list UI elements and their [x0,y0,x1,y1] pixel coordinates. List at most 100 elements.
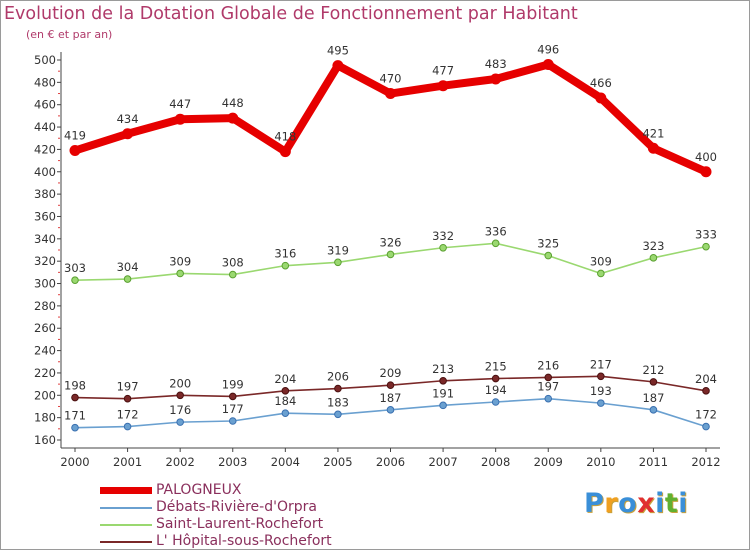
data-label: 495 [327,44,349,58]
data-point [649,254,658,262]
y-tick-label: 280 [34,299,56,313]
legend-label: L' Hôpital-sous-Rochefort [156,533,332,549]
y-tick-label: 300 [34,277,56,291]
data-label: 204 [695,372,717,386]
data-label: 400 [695,150,717,164]
legend-swatch-hopital [100,541,152,543]
y-tick-label: 440 [34,120,56,134]
data-label: 204 [274,372,296,386]
data-point [228,417,237,425]
data-point [228,270,237,279]
data-label: 336 [485,224,507,238]
data-point [439,376,447,385]
logo-letter: i [678,488,689,519]
data-point [595,92,607,104]
data-label: 209 [380,366,402,380]
data-point [228,392,237,401]
x-tick-label: 2007 [428,455,457,469]
data-label: 217 [590,357,612,371]
data-label: 323 [642,239,664,253]
legend-item-hopital: L' Hôpital-sous-Rochefort [100,533,400,550]
data-label: 309 [169,254,191,268]
y-tick-label: 500 [34,53,56,67]
data-point [491,374,500,383]
legend-swatch-saint-laurent [100,524,152,526]
y-tick-label: 380 [34,187,56,201]
data-label: 206 [327,370,349,384]
data-label: 197 [117,380,139,394]
data-point [176,269,184,278]
data-label: 332 [432,229,454,243]
proxiti-logo: Proxiti [584,488,688,519]
y-tick-label: 220 [34,366,56,380]
data-label: 333 [695,228,717,242]
data-point [597,372,605,381]
y-tick-label: 360 [34,209,56,223]
data-label: 171 [64,409,86,423]
x-tick-label: 2011 [639,455,668,469]
data-label: 325 [537,237,559,251]
legend-item-saint-laurent: Saint-Laurent-Rochefort [100,516,400,533]
x-tick-label: 2003 [218,455,247,469]
data-point [649,378,658,386]
data-point [597,269,605,278]
data-point [702,387,710,395]
data-point [544,394,553,403]
data-label: 200 [169,376,191,390]
data-point [544,373,553,382]
y-tick-label: 160 [34,433,56,447]
data-label: 448 [222,96,244,110]
data-point [439,243,447,252]
data-label: 470 [380,72,402,86]
data-point [386,406,395,414]
legend-swatch-debats [100,507,152,509]
y-tick-label: 340 [34,232,56,246]
y-tick-label: 480 [34,75,56,89]
data-point [386,381,395,390]
data-label: 197 [537,380,559,394]
data-label: 187 [380,391,402,405]
data-label: 216 [537,358,559,372]
data-point [227,112,239,124]
data-label: 447 [169,97,191,111]
data-label: 434 [117,112,139,126]
data-point [334,410,342,419]
data-point [597,399,605,407]
data-point [491,398,500,406]
legend-label: Saint-Laurent-Rochefort [156,516,324,532]
x-tick-label: 2001 [113,455,142,469]
logo-letter: x [637,488,656,519]
data-point [122,128,134,140]
data-label: 177 [222,402,244,416]
legend-label: Débats-Rivière-d'Orpra [156,499,317,515]
data-label: 187 [642,391,664,405]
x-tick-label: 2010 [586,455,615,469]
x-tick-label: 2006 [376,455,405,469]
x-tick-label: 2005 [323,455,352,469]
data-label: 303 [64,261,86,275]
data-label: 193 [590,384,612,398]
legend-label: PALOGNEUX [156,482,242,498]
data-point [439,401,447,410]
chart-title: Evolution de la Dotation Globale de Fonc… [4,4,578,24]
data-point [491,239,500,248]
data-point [649,406,658,414]
data-point [702,422,710,431]
data-label: 215 [485,360,507,374]
data-point [123,422,132,431]
data-label: 184 [274,394,296,408]
data-point [700,166,712,178]
data-label: 198 [64,379,86,393]
data-point [334,258,342,267]
data-point [123,394,132,403]
data-point [176,391,184,400]
data-label: 496 [537,42,559,56]
data-label: 191 [432,386,454,400]
logo-letter: P [584,488,605,519]
data-point [281,409,290,417]
data-label: 421 [642,126,664,140]
data-label: 213 [432,362,454,376]
data-label: 316 [274,247,296,261]
